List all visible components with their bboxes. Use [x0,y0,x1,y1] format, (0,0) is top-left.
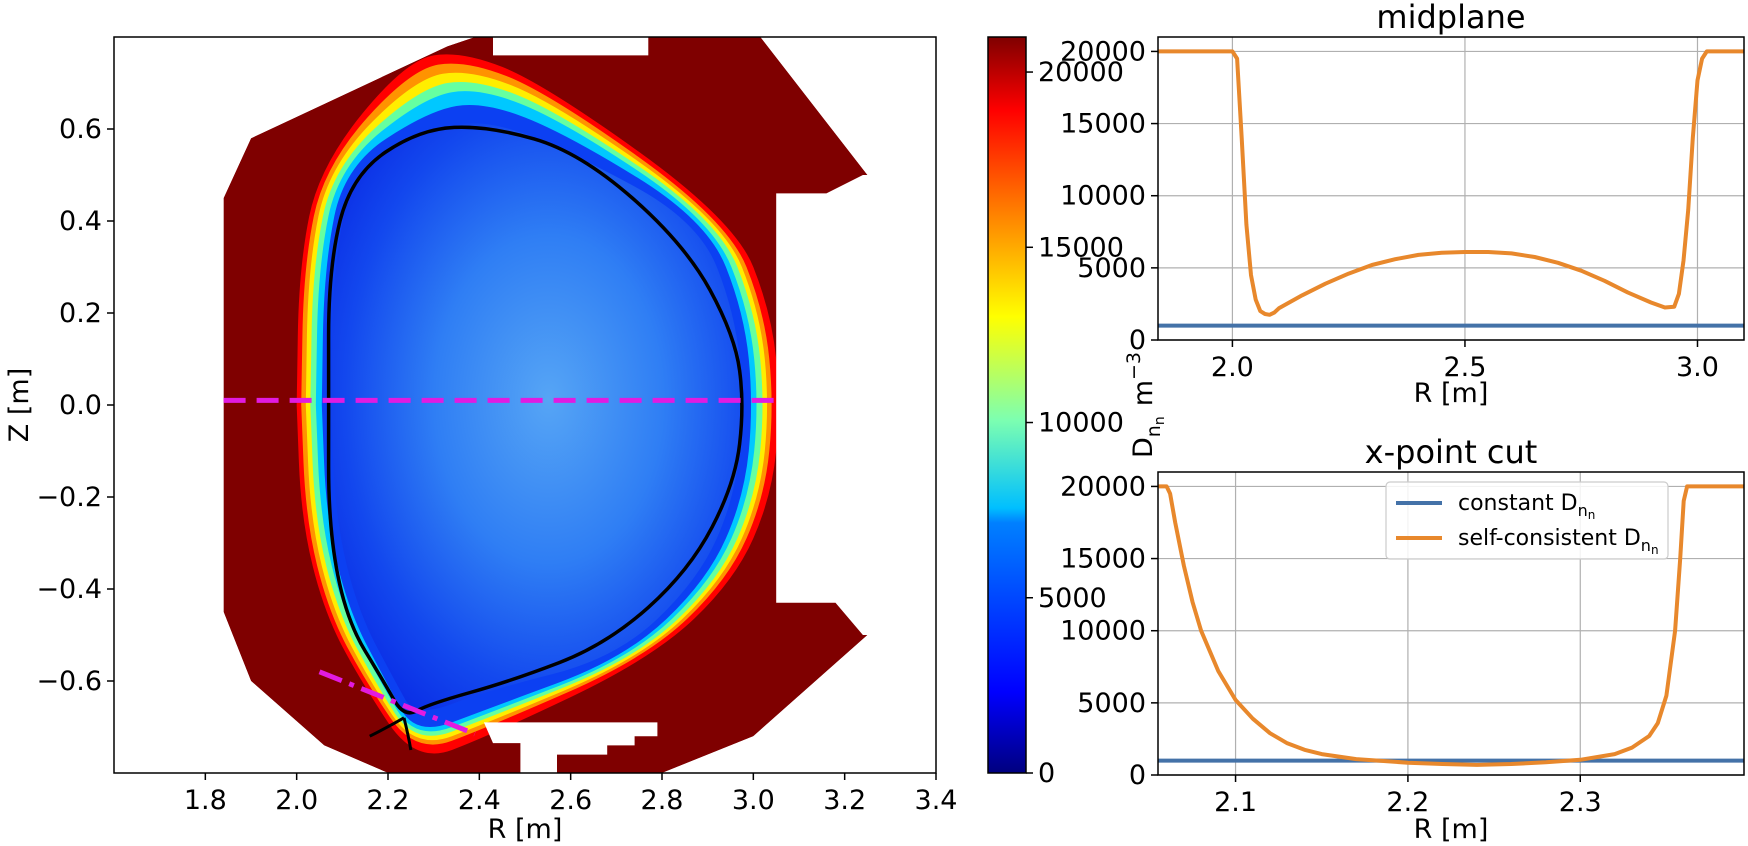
xpoint-cut-line [318,669,476,737]
heatmap-y-tick-label: 0.4 [59,206,102,237]
vessel-divertor-cutout [483,722,658,773]
x-tick-label: 2.0 [1211,352,1254,383]
y-tick-label: 15000 [1060,544,1146,575]
heatmap-x-tick-label: 2.6 [549,785,592,816]
midplane-y-ticks: 0 5000 10000 15000 20000 [1060,36,1158,356]
heatmap-y-label: Z [m] [4,368,35,442]
y-tick-label: 10000 [1060,616,1146,647]
separatrix-leg-outer [402,717,413,751]
y-tick-label: 0 [1129,325,1146,356]
colorbar-label: Dnnm−3 [1123,352,1168,458]
legend-box [1385,481,1669,560]
xpoint-y-ticks: 0 5000 10000 15000 20000 [1060,471,1158,791]
heatmap-x-ticks: 1.8 2.0 2.2 2.4 2.6 2.8 3.0 3.2 3.4 [184,773,958,816]
x-tick-label: 2.1 [1214,787,1257,818]
heatmap-x-tick-label: 3.2 [823,785,866,816]
midplane-x-label: R [m] [1414,378,1489,409]
colorbar-tick-label: 0 [1038,758,1055,789]
separatrix-leg-inner [369,716,405,738]
colorbar-ticks: 0 5000 10000 15000 20000 [1026,57,1124,789]
x-tick-label: 2.5 [1443,352,1486,383]
midplane-series [1158,49,1744,328]
heatmap-y-tick-label: −0.2 [36,482,102,513]
colorbar-tick-label: 10000 [1038,408,1124,439]
vessel-port-right [776,175,909,635]
x-tick-label: 2.3 [1559,787,1602,818]
series-selfconsistent-line [1158,49,1744,317]
colorbar-tick-label: 5000 [1038,583,1107,614]
heatmap-x-tick-label: 3.0 [732,785,775,816]
colorbar-tick-label: 20000 [1038,57,1124,88]
heatmap-y-ticks: 0.6 0.4 0.2 0.0 −0.2 −0.4 −0.6 [36,114,114,697]
heatmap-x-tick-label: 1.8 [184,785,227,816]
series-selfconsistent-line [1158,484,1744,767]
heatmap-x-tick-label: 2.8 [641,785,684,816]
x-tick-label: 2.2 [1386,787,1429,818]
heatmap-core [330,123,742,710]
heatmap-x-tick-label: 3.4 [915,785,958,816]
heatmap-panel: 1.8 2.0 2.2 2.4 2.6 2.8 3.0 3.2 3.4 0.6 0.4 0.2 0.0… [4,36,958,845]
heatmap-y-tick-label: 0.0 [59,390,102,421]
midplane-panel: midplane 2.0 2.5 3.0 05000100001500020000 … [1060,0,1745,409]
heatmap-x-tick-label: 2.0 [275,785,318,816]
xpoint-frame [1157,471,1745,776]
colorbar-gradient [988,37,1026,773]
y-tick-label: 5000 [1077,253,1146,284]
xpoint-series [1158,484,1744,767]
y-tick-label: 20000 [1060,471,1146,502]
y-tick-label: 10000 [1060,181,1146,212]
xpoint-x-label: R [m] [1414,814,1489,845]
legend-label-constant: constant Dnn [1458,491,1595,522]
xpoint-x-ticks: 2.1 2.2 2.3 [1214,775,1602,818]
y-tick-label: 5000 [1077,688,1146,719]
heatmap-y-tick-label: −0.4 [36,574,102,605]
colorbar-tick-label: 15000 [1038,232,1124,263]
vessel-port-top [493,37,649,56]
xpoint-title: x-point cut [1365,433,1538,471]
colorbar-frame [987,36,1027,774]
y-tick-label: 15000 [1060,109,1146,140]
heatmap-y-tick-label: 0.6 [59,114,102,145]
legend-label-selfconsistent: self-consistent Dnn [1458,526,1659,557]
heatmap-x-tick-label: 2.4 [458,785,501,816]
heatmap-x-label: R [m] [488,814,563,845]
heatmap-y-tick-label: −0.6 [36,666,102,697]
midplane-frame [1157,36,1745,341]
xpoint-panel: x-point cut 2.1 2.2 2.3 0 5000 10000 15000 200… [1060,433,1745,845]
y-tick-label: 0 [1129,760,1146,791]
heatmap-area [223,37,909,773]
heatmap-x-tick-label: 2.2 [367,785,410,816]
heatmap-y-tick-label: 0.2 [59,298,102,329]
y-tick-label: 20000 [1060,36,1146,67]
midplane-title: midplane [1376,0,1525,36]
legend: constant Dnn self-consistent Dnn [1385,481,1669,560]
midplane-x-ticks: 2.0 2.5 3.0 [1211,340,1719,383]
x-tick-label: 3.0 [1676,352,1719,383]
